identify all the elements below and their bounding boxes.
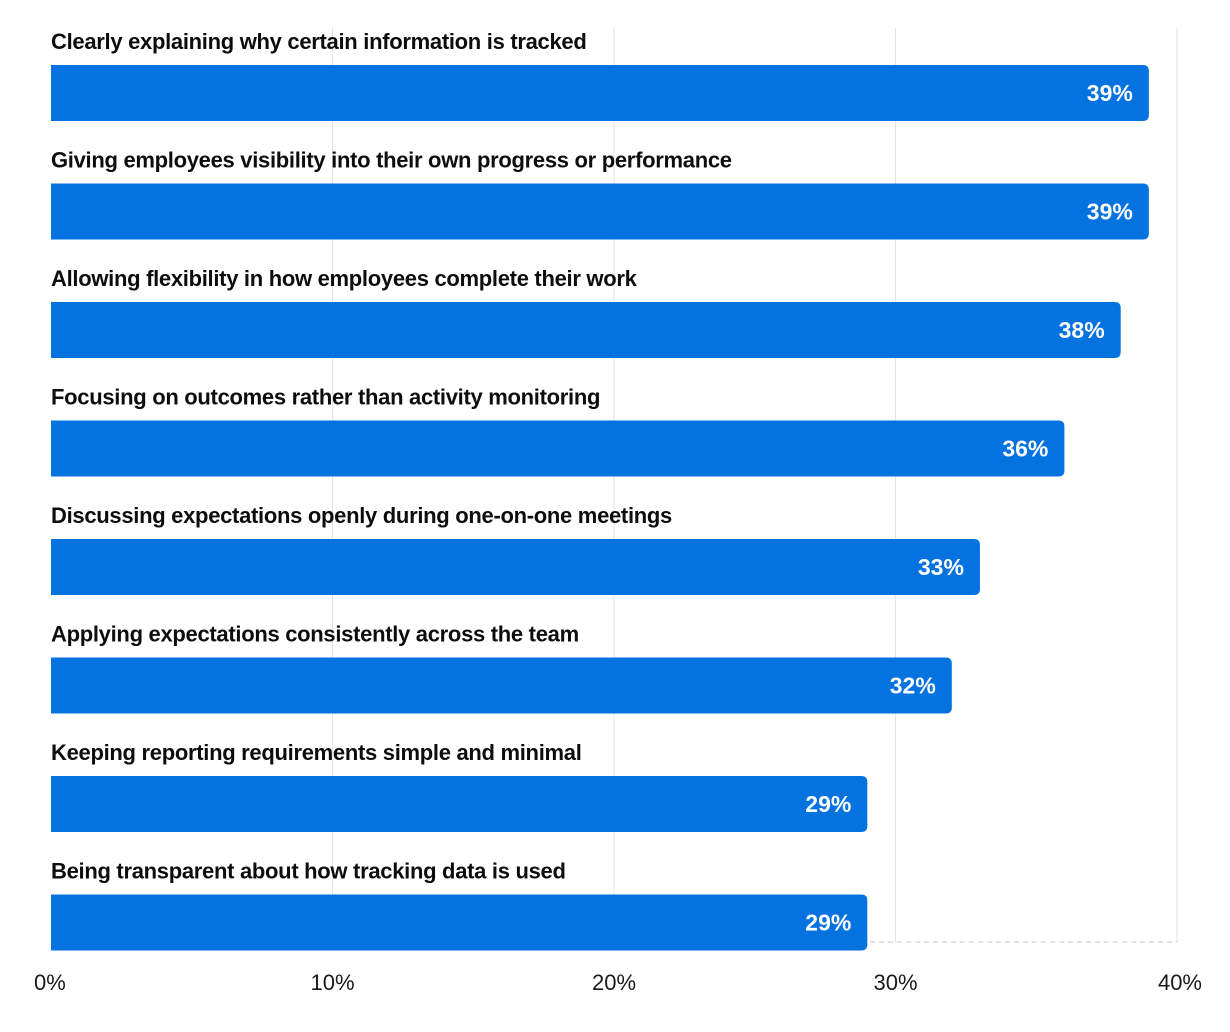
bar: [51, 776, 868, 832]
category-label: Being transparent about how tracking dat…: [51, 859, 566, 884]
x-tick-label: 40%: [1158, 970, 1202, 995]
x-tick-label: 30%: [873, 970, 917, 995]
category-label: Keeping reporting requirements simple an…: [51, 740, 582, 765]
bar-group: Being transparent about how tracking dat…: [51, 859, 868, 951]
value-label: 39%: [1087, 80, 1133, 106]
x-tick-label: 10%: [310, 970, 354, 995]
category-label: Clearly explaining why certain informati…: [51, 29, 587, 54]
value-label: 36%: [1002, 436, 1048, 462]
value-label: 32%: [890, 673, 936, 699]
category-label: Focusing on outcomes rather than activit…: [51, 385, 600, 410]
value-label: 33%: [918, 554, 964, 580]
bar: [51, 539, 980, 595]
bar: [51, 302, 1121, 358]
x-tick-label: 20%: [592, 970, 636, 995]
category-label: Discussing expectations openly during on…: [51, 503, 672, 528]
x-axis: 0% 10% 20% 30% 40%: [34, 970, 1202, 995]
value-label: 38%: [1059, 317, 1105, 343]
bar-group: Giving employees visibility into their o…: [51, 148, 1149, 240]
value-label: 29%: [805, 791, 851, 817]
category-label: Applying expectations consistently acros…: [51, 622, 579, 647]
bar-group: Allowing flexibility in how employees co…: [51, 266, 1121, 358]
bar-group: Discussing expectations openly during on…: [51, 503, 980, 595]
bar-group: Applying expectations consistently acros…: [51, 622, 952, 714]
value-label: 39%: [1087, 199, 1133, 225]
x-tick-label: 0%: [34, 970, 66, 995]
value-label: 29%: [805, 910, 851, 936]
bar-group: Clearly explaining why certain informati…: [51, 29, 1149, 121]
bar-group: Keeping reporting requirements simple an…: [51, 740, 868, 832]
bar-group: Focusing on outcomes rather than activit…: [51, 385, 1065, 477]
category-label: Allowing flexibility in how employees co…: [51, 266, 638, 291]
bar: [51, 183, 1149, 240]
bar: [51, 657, 952, 714]
bar: [51, 420, 1065, 477]
bar: [51, 65, 1149, 121]
category-label: Giving employees visibility into their o…: [51, 148, 732, 173]
bars-layer: Clearly explaining why certain informati…: [51, 29, 1149, 951]
bar: [51, 894, 868, 951]
